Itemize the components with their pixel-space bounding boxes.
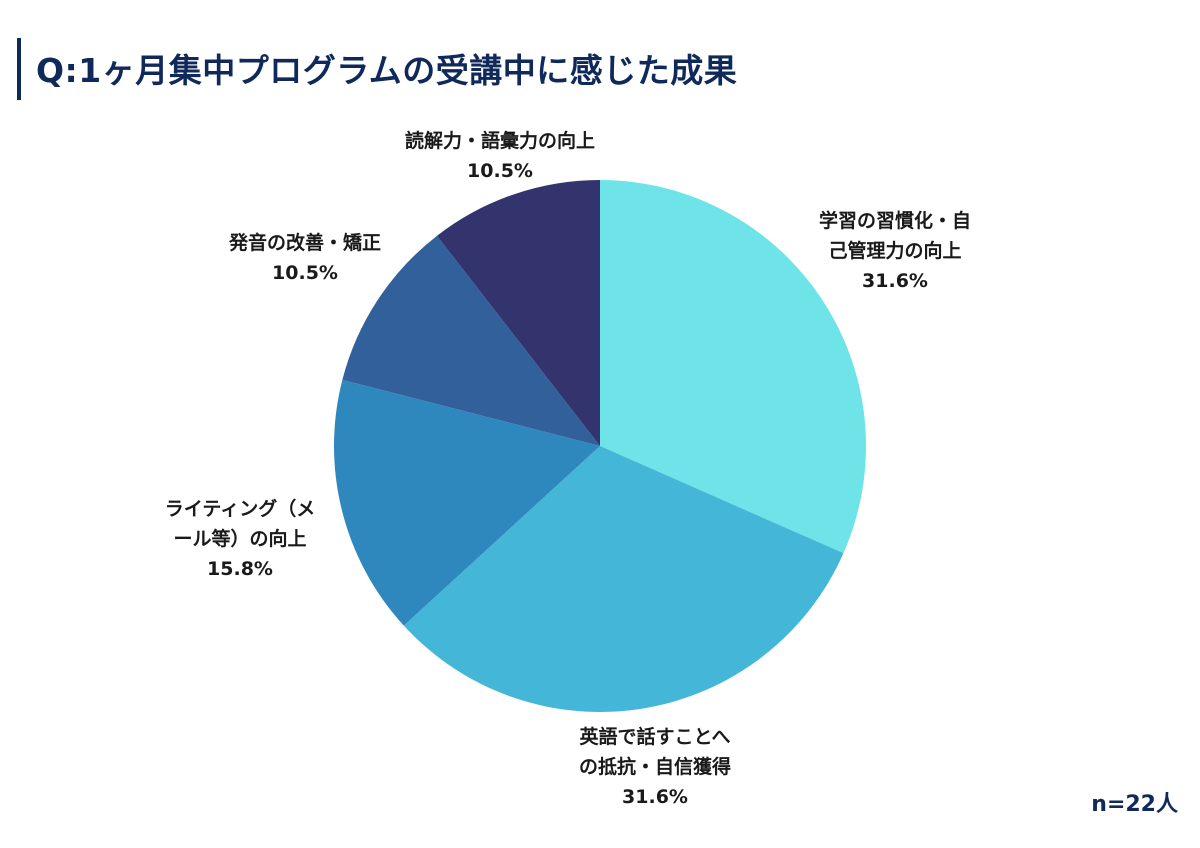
- pie-slice-4: [436, 180, 600, 446]
- label-pronunciation: 発音の改善・矯正 10.5%: [228, 232, 381, 284]
- title-accent-bar: [17, 38, 21, 100]
- pie-slice-3: [342, 235, 600, 446]
- pie-slice-0: [600, 180, 866, 554]
- sample-size: n=22人: [1091, 792, 1178, 817]
- chart-title: Q:1ヶ月集中プログラムの受講中に感じた成果: [36, 51, 738, 90]
- label-self-management: 学習の習慣化・自 己管理力の向上 31.6%: [818, 210, 971, 292]
- pie-slice-2: [333, 379, 600, 626]
- label-writing: ライティング（メ ール等）の向上 15.8%: [164, 498, 316, 580]
- label-speaking-confidence: 英語で話すことへ の抵抗・自信獲得 31.6%: [578, 726, 731, 808]
- pie-slice-1: [403, 446, 844, 712]
- label-reading-vocab: 読解力・語彙力の向上 10.5%: [404, 130, 595, 182]
